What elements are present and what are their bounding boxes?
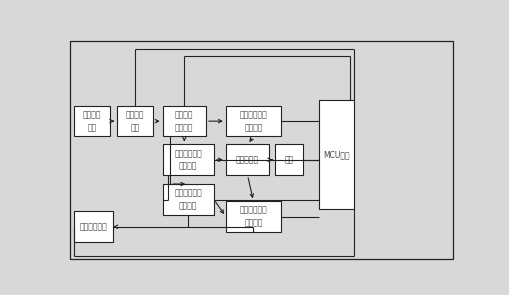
Bar <box>73 106 110 137</box>
Text: 串联电池组: 串联电池组 <box>236 155 259 164</box>
Bar <box>318 100 354 209</box>
Bar <box>225 201 280 232</box>
Text: 正极单向导通
隔离电路: 正极单向导通 隔离电路 <box>239 110 267 132</box>
Text: 负载: 负载 <box>284 155 293 164</box>
Text: 充电控制
电路: 充电控制 电路 <box>126 110 144 132</box>
Bar <box>162 106 206 137</box>
Bar <box>225 106 280 137</box>
Text: 电源输入
正极: 电源输入 正极 <box>82 110 101 132</box>
Text: 电源输入负极: 电源输入负极 <box>79 222 107 231</box>
Bar <box>162 184 214 215</box>
Bar <box>225 145 269 175</box>
Text: MCU主控: MCU主控 <box>323 150 349 159</box>
Text: 负极单向导通
隔离电路: 负极单向导通 隔离电路 <box>239 206 267 227</box>
Text: 正极单节电池
充电电路: 正极单节电池 充电电路 <box>174 149 202 171</box>
Bar <box>162 145 214 175</box>
Text: 负极单节电池
充电电路: 负极单节电池 充电电路 <box>174 189 202 210</box>
Bar <box>275 145 302 175</box>
Bar <box>73 212 113 242</box>
Bar <box>117 106 153 137</box>
Text: 充电电流
检测电路: 充电电流 检测电路 <box>175 110 193 132</box>
